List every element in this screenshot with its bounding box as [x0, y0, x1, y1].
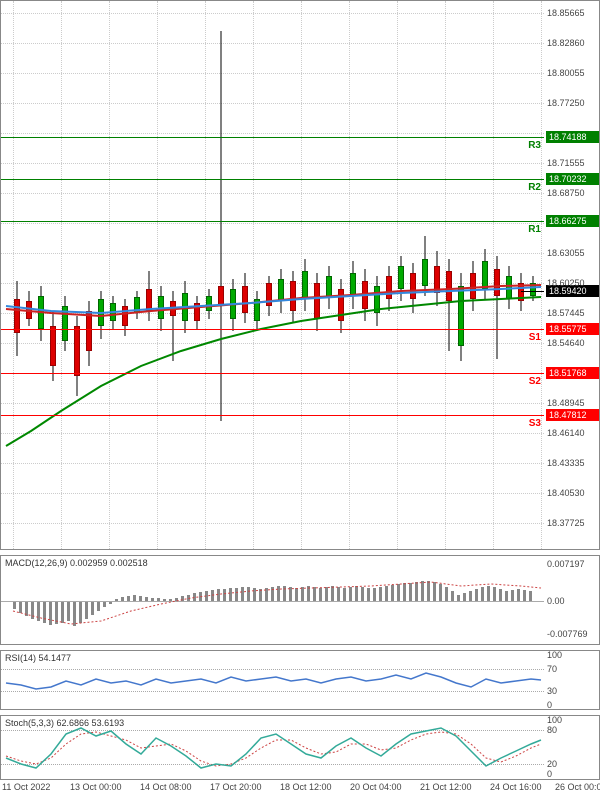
stoch-label: Stoch(5,3,3) 62.6866 53.6193: [5, 718, 124, 728]
macd-label: MACD(12,26,9) 0.002959 0.002518: [5, 558, 148, 568]
rsi-line-overlay: [1, 651, 546, 711]
x-axis: 11 Oct 202213 Oct 00:0014 Oct 08:0017 Oc…: [0, 782, 600, 802]
rsi-label: RSI(14) 54.1477: [5, 653, 71, 663]
stoch-chart[interactable]: Stoch(5,3,3) 62.6866 53.6193 10080200: [0, 715, 600, 780]
main-price-chart[interactable]: R318.74188R218.70232R118.66275S118.55775…: [0, 0, 600, 550]
macd-chart[interactable]: MACD(12,26,9) 0.002959 0.002518 0.007197…: [0, 555, 600, 645]
rsi-chart[interactable]: RSI(14) 54.1477 10070300: [0, 650, 600, 710]
